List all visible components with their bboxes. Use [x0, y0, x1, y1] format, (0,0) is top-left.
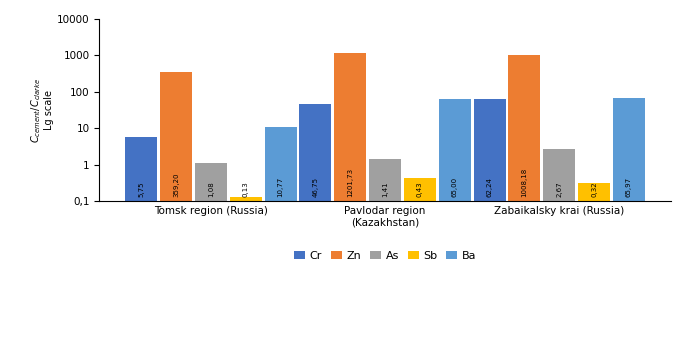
Text: 1,41: 1,41 — [382, 181, 388, 197]
Bar — [195, 164, 227, 338]
Bar — [334, 52, 366, 338]
Text: 359,20: 359,20 — [173, 172, 179, 197]
Bar — [160, 72, 192, 338]
Bar — [126, 137, 157, 338]
Bar — [404, 178, 436, 338]
Bar — [543, 149, 576, 338]
Bar — [230, 197, 262, 338]
Text: 5,75: 5,75 — [139, 182, 144, 197]
Bar — [578, 183, 610, 338]
Text: 0,32: 0,32 — [591, 181, 597, 197]
Text: 46,75: 46,75 — [312, 177, 318, 197]
Text: 0,43: 0,43 — [417, 181, 423, 197]
Bar — [369, 159, 401, 338]
Bar — [613, 98, 645, 338]
Text: 2,67: 2,67 — [556, 181, 563, 197]
Bar — [265, 127, 296, 338]
Bar — [473, 99, 506, 338]
Text: 1008,18: 1008,18 — [521, 168, 528, 197]
Bar — [508, 55, 541, 338]
Y-axis label: $C_{cement}/C_{clarke}$
Lg scale: $C_{cement}/C_{clarke}$ Lg scale — [29, 77, 54, 143]
Legend: Cr, Zn, As, Sb, Ba: Cr, Zn, As, Sb, Ba — [294, 251, 476, 261]
Text: 62,24: 62,24 — [486, 177, 493, 197]
Text: 10,77: 10,77 — [278, 177, 283, 197]
Text: 65,97: 65,97 — [626, 177, 632, 197]
Text: 1201,73: 1201,73 — [347, 168, 353, 197]
Text: 65,00: 65,00 — [452, 177, 458, 197]
Text: 1,08: 1,08 — [208, 181, 214, 197]
Text: 0,13: 0,13 — [243, 181, 249, 197]
Bar — [439, 99, 471, 338]
Bar — [299, 104, 331, 338]
